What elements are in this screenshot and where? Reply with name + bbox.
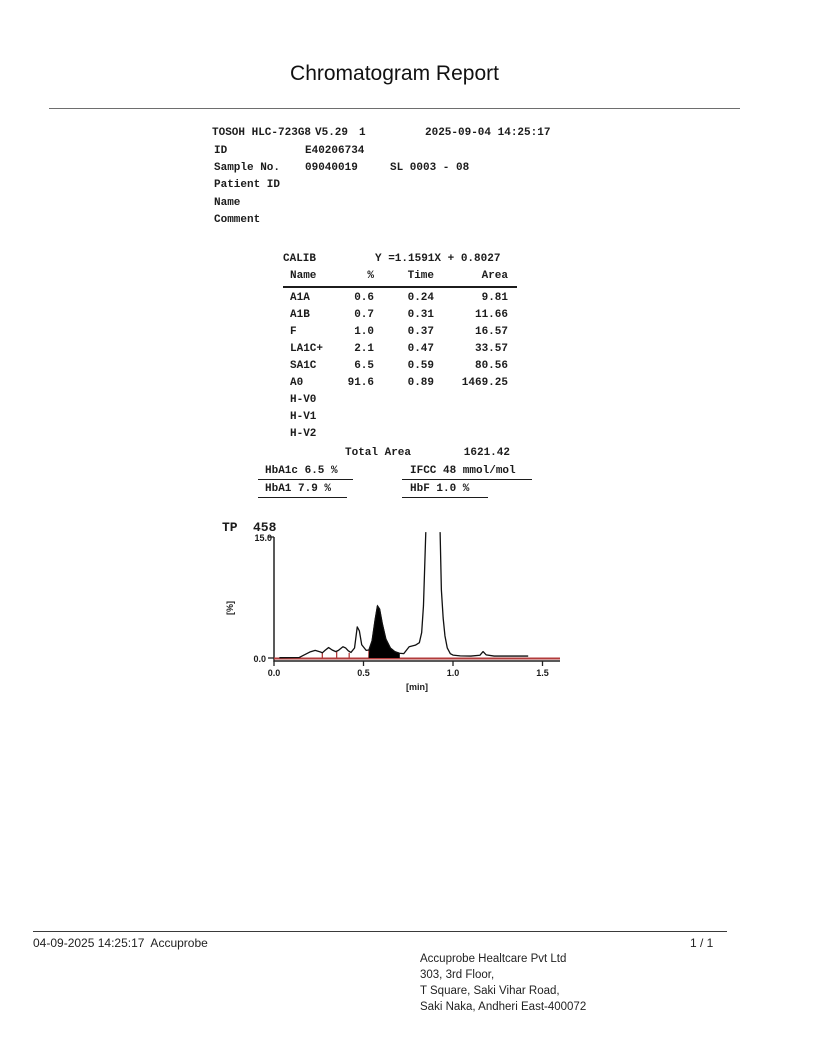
hba1-result: HbA1 7.9 % bbox=[258, 482, 347, 498]
cell-name: H-V2 bbox=[290, 428, 317, 440]
cell-name: A0 bbox=[290, 377, 304, 389]
address-line: T Square, Saki Vihar Road, bbox=[420, 985, 560, 997]
table-row: H-V1 bbox=[290, 410, 508, 427]
axes bbox=[273, 537, 560, 662]
cell-area: 33.57 bbox=[474, 343, 508, 355]
y-tick-label-max: 15.0 bbox=[254, 533, 272, 543]
cell-name: A1A bbox=[290, 292, 310, 304]
instrument-model: TOSOH HLC-723G8 bbox=[212, 127, 312, 139]
cell-area: 16.57 bbox=[474, 326, 508, 338]
page-number: 1 / 1 bbox=[690, 936, 714, 950]
chart-trace-group: 0.0 0.5 1.0 1.5 bbox=[268, 532, 560, 678]
total-area-label: Total Area bbox=[345, 447, 412, 459]
calib-label: CALIB bbox=[283, 253, 317, 265]
tp-value: 458 bbox=[253, 520, 277, 535]
cell-pct: 0.6 bbox=[354, 292, 374, 304]
lab-address: Accuprobe Healtcare Pvt Ltd 303, 3rd Flo… bbox=[420, 951, 586, 1015]
comment-label: Comment bbox=[214, 214, 261, 226]
address-line: Accuprobe Healtcare Pvt Ltd bbox=[420, 953, 567, 965]
cell-name: F bbox=[290, 326, 297, 338]
cell-time: 0.59 bbox=[407, 360, 434, 372]
x-tick-label: 1.5 bbox=[536, 668, 549, 678]
chromatogram-trace bbox=[279, 532, 427, 659]
cell-pct: 1.0 bbox=[354, 326, 374, 338]
address-line: Saki Naka, Andheri East-400072 bbox=[420, 1001, 587, 1013]
sl-value: SL 0003 - 08 bbox=[390, 162, 470, 174]
chromatogram-plot: TP 458 15.0 0.0 [%] [min] 0.0 0.5 1.0 1.5 bbox=[222, 520, 560, 692]
header-divider bbox=[49, 108, 740, 109]
cell-area bbox=[434, 427, 508, 444]
chromatogram-trace bbox=[439, 532, 529, 657]
sample-no-value: 09040019 bbox=[305, 162, 358, 174]
cell-time bbox=[374, 410, 434, 427]
footer-datetime: 04-09-2025 14:25:17 Accuprobe bbox=[33, 936, 208, 950]
y-axis-label: [%] bbox=[225, 601, 235, 615]
cell-name: LA1C+ bbox=[290, 343, 324, 355]
table-row: SA1C 6.5 0.59 80.56 bbox=[290, 359, 508, 376]
total-area-value: 1621.42 bbox=[463, 447, 510, 459]
cell-pct bbox=[346, 427, 374, 444]
report-datetime: 2025-09-04 14:25:17 bbox=[425, 127, 551, 139]
cell-time: 0.37 bbox=[407, 326, 434, 338]
cell-time: 0.47 bbox=[407, 343, 434, 355]
cell-time bbox=[374, 427, 434, 444]
x-axis-label: [min] bbox=[406, 682, 428, 692]
y-tick-label-min: 0.0 bbox=[253, 654, 266, 664]
cell-area: 11.66 bbox=[474, 309, 508, 321]
cell-pct bbox=[346, 393, 374, 410]
cell-pct: 6.5 bbox=[354, 360, 374, 372]
cell-area bbox=[434, 393, 508, 410]
cell-name: H-V1 bbox=[290, 411, 317, 423]
hbf-result: HbF 1.0 % bbox=[402, 482, 488, 498]
cell-name: A1B bbox=[290, 309, 310, 321]
cell-time: 0.89 bbox=[407, 377, 434, 389]
cell-pct: 91.6 bbox=[347, 377, 374, 389]
address-line: 303, 3rd Floor, bbox=[420, 969, 495, 981]
table-row: F 1.0 0.37 16.57 bbox=[290, 325, 508, 342]
total-area-row: Total Area 1621.42 bbox=[345, 446, 510, 460]
instrument-run-flag: 1 bbox=[359, 127, 366, 139]
page-title: Chromatogram Report bbox=[290, 62, 499, 85]
calib-equation: Y =1.1591X + 0.8027 bbox=[375, 253, 501, 265]
table-header-rule bbox=[283, 286, 517, 288]
cell-area: 9.81 bbox=[481, 292, 508, 304]
cell-area: 1469.25 bbox=[461, 377, 508, 389]
col-header-area: Area bbox=[481, 270, 508, 282]
table-row: A1A 0.6 0.24 9.81 bbox=[290, 291, 508, 308]
cell-area bbox=[434, 410, 508, 427]
x-tick-label: 0.0 bbox=[268, 668, 281, 678]
tp-label: TP bbox=[222, 520, 238, 535]
col-header-pct: % bbox=[367, 270, 374, 282]
footer-divider bbox=[33, 931, 727, 932]
sample-no-label: Sample No. bbox=[214, 162, 281, 174]
col-header-time: Time bbox=[407, 270, 434, 282]
col-header-name: Name bbox=[290, 270, 317, 282]
cell-name: H-V0 bbox=[290, 394, 317, 406]
calib-header-row: Name % Time Area bbox=[290, 269, 508, 286]
cell-time: 0.31 bbox=[407, 309, 434, 321]
instrument-version: V5.29 bbox=[315, 127, 349, 139]
cell-time: 0.24 bbox=[407, 292, 434, 304]
x-tick-label: 1.0 bbox=[447, 668, 460, 678]
x-tick-label: 0.5 bbox=[357, 668, 370, 678]
name-label: Name bbox=[214, 197, 241, 209]
table-row: H-V2 bbox=[290, 427, 508, 444]
ifcc-result: IFCC 48 mmol/mol bbox=[402, 464, 532, 480]
cell-pct bbox=[346, 410, 374, 427]
patient-id-label: Patient ID bbox=[214, 179, 281, 191]
cell-pct: 0.7 bbox=[354, 309, 374, 321]
cell-time bbox=[374, 393, 434, 410]
cell-name: SA1C bbox=[290, 360, 317, 372]
table-row: A0 91.6 0.89 1469.25 bbox=[290, 376, 508, 393]
cell-area: 80.56 bbox=[474, 360, 508, 372]
id-label: ID bbox=[214, 145, 228, 157]
table-row: H-V0 bbox=[290, 393, 508, 410]
table-row: LA1C+ 2.1 0.47 33.57 bbox=[290, 342, 508, 359]
table-row: A1B 0.7 0.31 11.66 bbox=[290, 308, 508, 325]
hba1c-result: HbA1c 6.5 % bbox=[258, 464, 353, 480]
cell-pct: 2.1 bbox=[354, 343, 374, 355]
id-value: E40206734 bbox=[305, 145, 365, 157]
